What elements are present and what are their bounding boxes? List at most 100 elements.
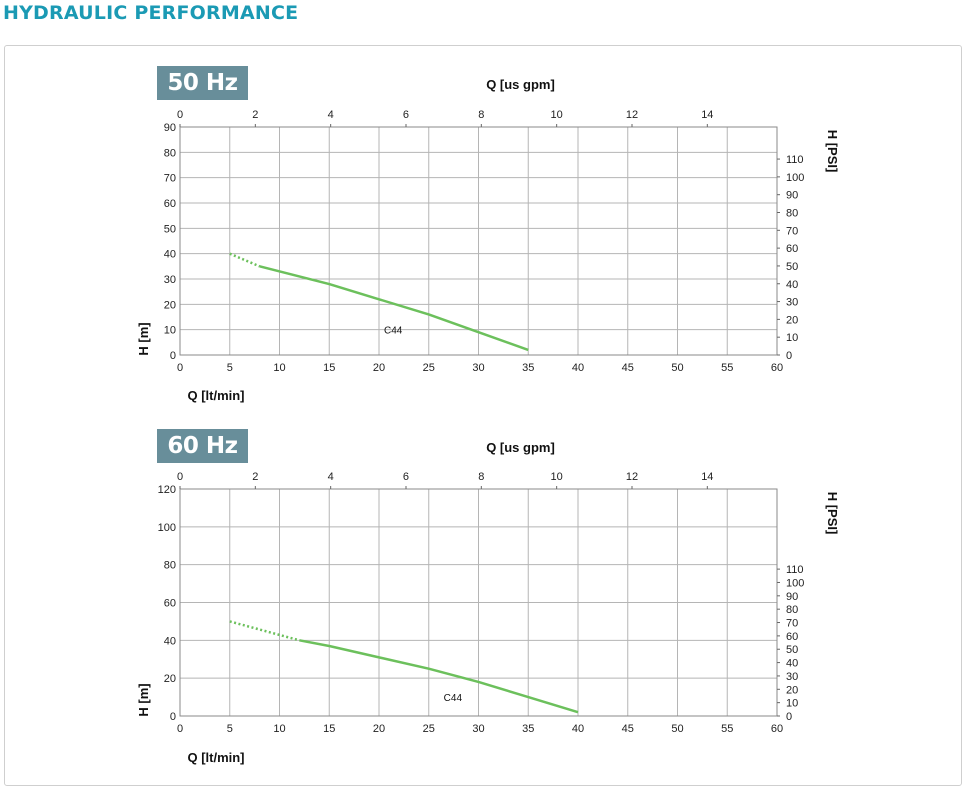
x-top-tick-label: 6 <box>403 471 409 483</box>
x-top-tick-label: 0 <box>177 471 183 483</box>
x-top-axis-title: Q [us gpm] <box>486 77 555 92</box>
x-tick-label: 10 <box>273 723 285 735</box>
x-top-tick-label: 4 <box>328 109 334 121</box>
x-top-tick-label: 8 <box>478 471 484 483</box>
y-right-tick-label: 100 <box>786 172 804 184</box>
y-right-tick-label: 40 <box>786 279 798 291</box>
x-tick-label: 50 <box>671 362 683 374</box>
x-tick-label: 35 <box>522 362 534 374</box>
y-right-tick-label: 70 <box>786 618 798 630</box>
frequency-badge-60hz: 60 Hz <box>157 429 248 463</box>
y-tick-label: 60 <box>164 598 176 610</box>
y-right-tick-label: 20 <box>786 314 798 326</box>
x-tick-label: 0 <box>177 723 183 735</box>
y-right-tick-label: 100 <box>786 577 804 589</box>
x-top-tick-label: 8 <box>478 109 484 121</box>
x-tick-label: 30 <box>472 362 484 374</box>
curve-line <box>299 639 579 714</box>
x-tick-label: 35 <box>522 723 534 735</box>
x-tick-label: 5 <box>227 362 233 374</box>
y-tick-label: 30 <box>164 274 176 286</box>
x-tick-label: 5 <box>227 723 233 735</box>
curve-dotted-section <box>229 252 261 268</box>
y-tick-label: 40 <box>164 635 176 647</box>
series-label: C44 <box>384 326 403 337</box>
x-axis-title: Q [lt/min] <box>187 750 244 765</box>
x-tick-label: 20 <box>373 723 385 735</box>
y-right-tick-label: 60 <box>786 631 798 643</box>
x-tick-label: 55 <box>721 362 733 374</box>
x-tick-label: 60 <box>771 362 783 374</box>
x-top-tick-label: 14 <box>701 109 713 121</box>
curve-line <box>259 265 529 352</box>
y-right-tick-label: 60 <box>786 243 798 255</box>
x-top-tick-label: 0 <box>177 109 183 121</box>
y-tick-label: 10 <box>164 325 176 337</box>
x-top-tick-label: 10 <box>551 109 563 121</box>
y-right-tick-label: 20 <box>786 684 798 696</box>
x-top-tick-label: 12 <box>626 109 638 121</box>
y-axis-title: H [m] <box>136 683 151 716</box>
y-right-tick-label: 0 <box>786 350 792 362</box>
y-right-tick-label: 110 <box>786 154 804 166</box>
y-tick-label: 0 <box>170 711 176 723</box>
x-top-tick-label: 12 <box>626 471 638 483</box>
y-tick-label: 100 <box>158 522 176 534</box>
x-tick-label: 20 <box>373 362 385 374</box>
x-tick-label: 40 <box>572 723 584 735</box>
y-right-tick-label: 80 <box>786 604 798 616</box>
y-right-tick-label: 30 <box>786 671 798 683</box>
x-tick-label: 25 <box>423 362 435 374</box>
y-tick-label: 50 <box>164 223 176 235</box>
y-tick-label: 80 <box>164 147 176 159</box>
x-tick-label: 10 <box>273 362 285 374</box>
y-right-tick-label: 70 <box>786 225 798 237</box>
y-tick-label: 0 <box>170 350 176 362</box>
x-top-tick-label: 6 <box>403 109 409 121</box>
plot-area <box>179 126 778 356</box>
y-tick-label: 120 <box>158 484 176 496</box>
y-right-tick-label: 90 <box>786 591 798 603</box>
y-right-tick-label: 10 <box>786 332 798 344</box>
x-tick-label: 45 <box>622 723 634 735</box>
x-top-tick-label: 14 <box>701 471 713 483</box>
y-tick-label: 40 <box>164 249 176 261</box>
y-right-tick-label: 30 <box>786 297 798 309</box>
y-right-tick-label: 50 <box>786 261 798 273</box>
x-tick-label: 60 <box>771 723 783 735</box>
x-tick-label: 15 <box>323 362 335 374</box>
y-tick-label: 70 <box>164 173 176 185</box>
x-top-tick-label: 2 <box>252 471 258 483</box>
y-right-tick-label: 80 <box>786 208 798 220</box>
x-tick-label: 0 <box>177 362 183 374</box>
x-tick-label: 50 <box>671 723 683 735</box>
y-tick-label: 20 <box>164 673 176 685</box>
page-title: HYDRAULIC PERFORMANCE <box>3 2 299 24</box>
series-label: C44 <box>444 693 463 704</box>
x-tick-label: 45 <box>622 362 634 374</box>
y-right-tick-label: 90 <box>786 190 798 202</box>
y-right-tick-label: 10 <box>786 698 798 710</box>
y-tick-label: 90 <box>164 122 176 134</box>
y-right-axis-title: H [PSI] <box>825 130 840 173</box>
y-right-tick-label: 110 <box>786 564 804 576</box>
x-tick-label: 30 <box>472 723 484 735</box>
y-right-axis-title: H [PSI] <box>825 492 840 535</box>
x-top-tick-label: 4 <box>328 471 334 483</box>
x-top-tick-label: 2 <box>252 109 258 121</box>
y-tick-label: 80 <box>164 560 176 572</box>
curve-dotted-section <box>229 620 300 642</box>
y-right-tick-label: 50 <box>786 644 798 656</box>
x-axis-title: Q [lt/min] <box>187 388 244 403</box>
plot-area <box>179 488 778 717</box>
chart-panel <box>4 45 962 786</box>
x-tick-label: 55 <box>721 723 733 735</box>
x-tick-label: 25 <box>423 723 435 735</box>
x-tick-label: 40 <box>572 362 584 374</box>
y-tick-label: 20 <box>164 299 176 311</box>
x-top-axis-title: Q [us gpm] <box>486 440 555 455</box>
x-tick-label: 15 <box>323 723 335 735</box>
y-axis-title: H [m] <box>136 322 151 355</box>
frequency-badge-50hz: 50 Hz <box>157 66 248 100</box>
